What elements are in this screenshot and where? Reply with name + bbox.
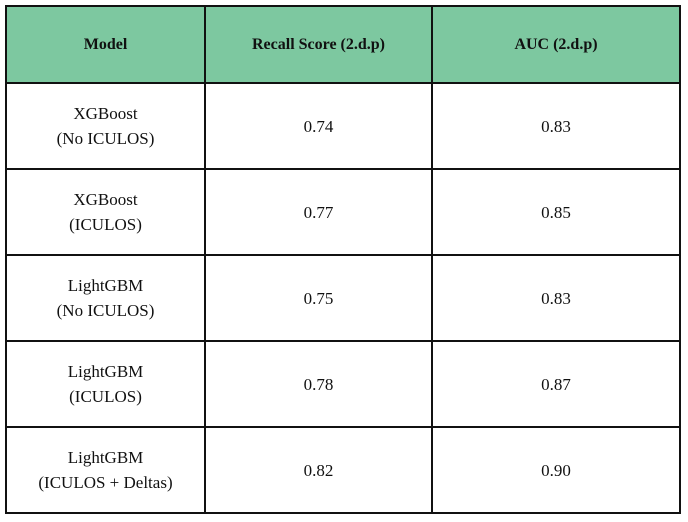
score-cell: 0.83 [431, 254, 681, 342]
score-cell: 0.90 [431, 426, 681, 514]
score-cell: 0.74 [204, 82, 433, 170]
header-cell: AUC (2.d.p) [431, 5, 681, 84]
results-table: Model Recall Score (2.d.p) AUC (2.d.p) XGB… [5, 5, 681, 514]
model-cell: XGBoost (ICULOS) [5, 168, 206, 256]
table-row: LightGBM (No ICULOS) 0.75 0.83 [5, 254, 681, 342]
score-cell: 0.77 [204, 168, 433, 256]
score-cell: 0.87 [431, 340, 681, 428]
table-row: XGBoost (ICULOS) 0.77 0.85 [5, 168, 681, 256]
score-cell: 0.78 [204, 340, 433, 428]
table-row: LightGBM (ICULOS + Deltas) 0.82 0.90 [5, 426, 681, 514]
table-body: XGBoost (No ICULOS) 0.74 0.83 XGBoost (ICUL… [5, 82, 681, 514]
model-cell: LightGBM (No ICULOS) [5, 254, 206, 342]
score-cell: 0.83 [431, 82, 681, 170]
header-cell: Recall Score (2.d.p) [204, 5, 433, 84]
model-cell: LightGBM (ICULOS + Deltas) [5, 426, 206, 514]
model-cell: LightGBM (ICULOS) [5, 340, 206, 428]
model-cell: XGBoost (No ICULOS) [5, 82, 206, 170]
table-row: XGBoost (No ICULOS) 0.74 0.83 [5, 82, 681, 170]
score-cell: 0.85 [431, 168, 681, 256]
header-cell: Model [5, 5, 206, 84]
header-row: Model Recall Score (2.d.p) AUC (2.d.p) [5, 5, 681, 84]
table-row: LightGBM (ICULOS) 0.78 0.87 [5, 340, 681, 428]
score-cell: 0.82 [204, 426, 433, 514]
score-cell: 0.75 [204, 254, 433, 342]
